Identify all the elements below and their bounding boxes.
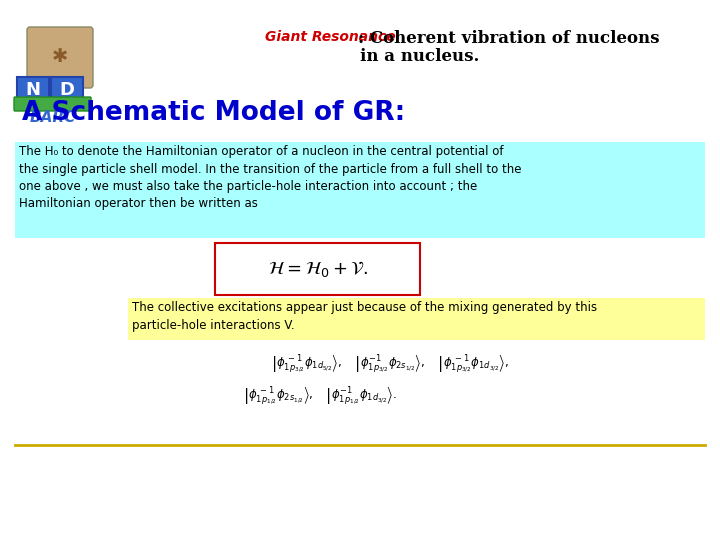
Text: $\left|\phi^{\,-1}_{1p_{3/2}}\phi_{1d_{5/2}}\right\rangle ,\quad \left|\phi^{-1}: $\left|\phi^{\,-1}_{1p_{3/2}}\phi_{1d_{5… <box>271 354 509 376</box>
Text: ✱: ✱ <box>52 48 68 66</box>
Text: in a nucleus.: in a nucleus. <box>360 48 480 65</box>
FancyBboxPatch shape <box>14 97 91 111</box>
Text: $\mathcal{H} = \mathcal{H}_0 + \mathcal{V}.$: $\mathcal{H} = \mathcal{H}_0 + \mathcal{… <box>268 259 368 279</box>
Text: $\left|\phi^{\,-1}_{1p_{1/2}}\phi_{2s_{1/2}}\right\rangle ,\quad \left|\phi^{-1}: $\left|\phi^{\,-1}_{1p_{1/2}}\phi_{2s_{1… <box>243 386 397 408</box>
FancyBboxPatch shape <box>17 77 49 103</box>
Text: The collective excitations appear just because of the mixing generated by this
p: The collective excitations appear just b… <box>132 301 597 332</box>
Text: D: D <box>60 81 74 99</box>
FancyBboxPatch shape <box>27 27 93 88</box>
Bar <box>128 298 705 340</box>
Text: N: N <box>25 81 40 99</box>
Text: : Coherent vibration of nucleons: : Coherent vibration of nucleons <box>358 30 660 47</box>
Text: Giant Resonance: Giant Resonance <box>265 30 395 44</box>
Bar <box>15 142 705 238</box>
FancyBboxPatch shape <box>51 77 83 103</box>
Text: BARC: BARC <box>30 111 76 125</box>
Text: A Schematic Model of GR:: A Schematic Model of GR: <box>22 100 405 126</box>
Text: The H₀ to denote the Hamiltonian operator of a nucleon in the central potential : The H₀ to denote the Hamiltonian operato… <box>19 145 521 211</box>
Bar <box>215 243 420 295</box>
